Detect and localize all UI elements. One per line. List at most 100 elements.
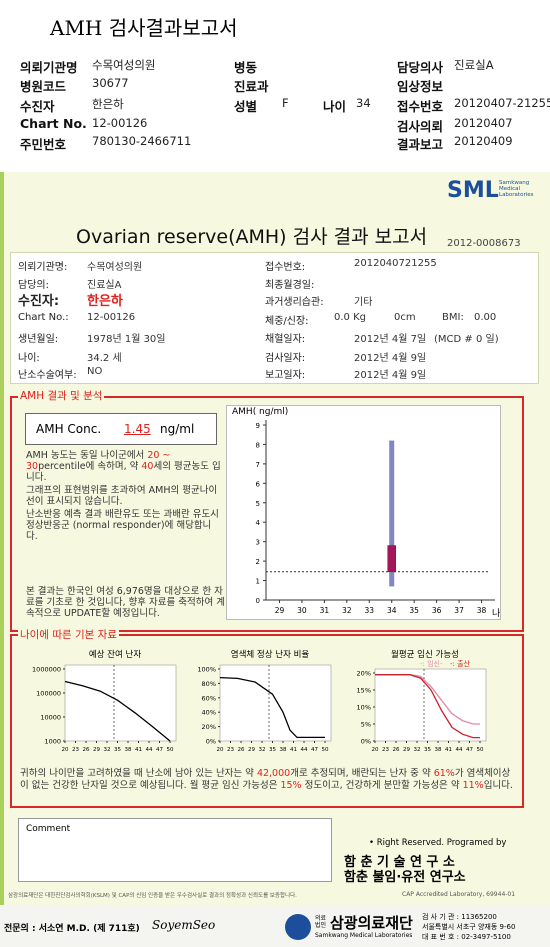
x-tick-label: 31 xyxy=(320,606,330,615)
report: SML Samkwang Medical Laboratories Ovaria… xyxy=(0,172,550,905)
x-tick-label: 41 xyxy=(135,747,142,753)
field-value: 30677 xyxy=(92,76,129,90)
credit: 함춘 불임·유전 연구소 xyxy=(344,870,466,885)
x-tick-label: 26 xyxy=(238,747,245,753)
x-tick-label: 44 xyxy=(301,747,308,753)
note: 난소반응 예측 결과 배란유도 또는 과배란 유도시 정상반응군 (normal… xyxy=(26,509,219,542)
note: 본 결과는 한국인 여성 6,976명을 대상으로 한 자료를 기초로 한 것입… xyxy=(26,586,225,619)
note-em: 20 ~ 30 xyxy=(26,450,171,472)
y-tick-label: 40% xyxy=(202,709,216,717)
credit: • Right Reserved. Programed by xyxy=(369,838,507,848)
line xyxy=(375,674,480,739)
field-label: 검사의뢰 xyxy=(397,119,444,134)
note-em: 40 xyxy=(141,461,154,472)
y-tick-label: 9 xyxy=(256,422,260,430)
info-label: 담당의: xyxy=(18,280,49,291)
x-tick-label: 26 xyxy=(393,747,400,753)
x-tick-label: 38 xyxy=(477,606,487,615)
section-title: 나이에 따른 기본 자료 xyxy=(18,627,119,642)
summary-text: 정도이고, 건강하게 분만할 가능성은 약 xyxy=(301,780,463,791)
field-value: 수목여성의원 xyxy=(92,58,156,72)
field-label: 결과보고 xyxy=(397,137,444,152)
line xyxy=(64,680,171,742)
field-label: 담당의사 xyxy=(397,60,444,75)
org-en: Samkwang Medical Laboratories xyxy=(315,932,413,939)
logo-sub-line: Samkwang xyxy=(499,180,530,186)
summary-text: 입니다. xyxy=(483,780,513,791)
note: 그래프의 표현범위를 초과하여 AMH의 평균나이선이 표시되지 않습니다. xyxy=(26,485,218,507)
org-logo xyxy=(285,914,311,940)
plot-bg xyxy=(226,405,501,620)
x-tick-label: 26 xyxy=(83,747,90,753)
doctor: 전문의 : 서소연 M.D. (제 711호) xyxy=(4,924,140,934)
contact-line: 검 사 기 관 : 11365200 xyxy=(422,913,497,921)
info-label: 체중/신장: xyxy=(265,316,309,327)
info-label: 접수번호: xyxy=(265,262,306,273)
x-axis-label: 나이 xyxy=(492,608,501,619)
info-value: 2012년 4월 9일 xyxy=(354,370,427,381)
legend-label: -: 출산 xyxy=(450,659,471,668)
x-tick-label: 47 xyxy=(156,747,163,753)
x-tick-label: 44 xyxy=(146,747,153,753)
summary: 귀하의 나이만을 고려하였을 때 난소에 남아 있는 난자는 약 42,000개… xyxy=(20,768,514,792)
y-tick-label: 20% xyxy=(357,670,371,678)
y-tick-label: 60% xyxy=(202,694,216,702)
y-tick-label: 3 xyxy=(256,539,260,547)
age-chart: 예상 잔여 난자 1000 10000 100000 1000000 20 23 26 29 32… xyxy=(32,649,177,753)
info-box xyxy=(10,252,539,384)
x-tick-label: 41 xyxy=(445,747,452,753)
note: AMH 농도는 동일 나이군에서 20 ~ 30percentile에 속하며,… xyxy=(26,450,222,483)
y-tick-label: 8 xyxy=(256,441,260,449)
field-value: 20120409 xyxy=(454,134,513,148)
y-tick-label: 6 xyxy=(256,480,261,488)
field-label: 진료과 xyxy=(234,79,269,94)
y-tick-label: 10% xyxy=(357,704,371,712)
line xyxy=(219,676,325,739)
basic-section xyxy=(10,634,524,808)
x-tick-label: 32 xyxy=(342,606,352,615)
info-label: 보고일자: xyxy=(265,370,306,381)
amh-chart: AMH( ng/ml)나이012345678929303132333435363… xyxy=(226,405,501,620)
y-tick-label: 100% xyxy=(197,666,216,674)
x-tick-label: 38 xyxy=(435,747,442,753)
info-value: 수목여성의원 xyxy=(87,262,143,273)
amh-box xyxy=(25,413,217,445)
credit: 함 춘 기 술 연 구 소 xyxy=(344,855,455,870)
summary-em: 61% xyxy=(433,768,455,779)
info-label: 난소수술여부: xyxy=(18,370,77,381)
summary-em: 11% xyxy=(462,780,484,791)
x-tick-label: 38 xyxy=(280,747,287,753)
x-tick-label: 32 xyxy=(259,747,266,753)
x-tick-label: 36 xyxy=(432,606,442,615)
title: AMH 검사결과보고서 xyxy=(50,16,238,40)
x-tick-label: 35 xyxy=(114,747,121,753)
field-value: 20120407-21255 xyxy=(454,96,550,110)
info-value: 0.00 xyxy=(474,312,497,323)
field-label: 성별 xyxy=(234,99,258,114)
signature: SoyemSeo xyxy=(152,918,216,932)
field-label: 병동 xyxy=(234,60,258,75)
info-label: 나이: xyxy=(18,353,40,364)
info-value: 기타 xyxy=(354,297,373,308)
summary-text: 개로 추정되며, 배란되는 난자 중 약 xyxy=(290,768,434,779)
info-value: 12-00126 xyxy=(87,312,136,323)
info-label: 수진자: xyxy=(18,294,60,309)
amh-section xyxy=(10,396,524,632)
y-tick-label: 10000 xyxy=(40,714,61,722)
x-tick-label: 30 xyxy=(297,606,307,615)
info-label: 검사일자: xyxy=(265,353,306,364)
doc-number: 2012-0008673 xyxy=(447,238,521,249)
range-bar xyxy=(389,440,395,587)
note-text: AMH 농도는 동일 나이군에서 xyxy=(26,450,148,461)
y-tick-label: 20% xyxy=(202,723,216,731)
info-value: 2012년 4월 7일 xyxy=(354,334,427,345)
amh-value: 1.45 xyxy=(124,422,151,436)
info-value: 0cm xyxy=(394,312,416,323)
comment-label: Comment xyxy=(26,824,71,834)
notice: 삼광의료재단은 대한진단검사의학회(KSLM) 및 CAP의 신임 인증을 받은… xyxy=(8,893,297,899)
field-value: 34 xyxy=(356,96,371,110)
x-tick-label: 20 xyxy=(217,747,224,753)
field-label: 임상정보 xyxy=(397,79,444,94)
field-value: 20120407 xyxy=(454,116,513,130)
y-tick-label: 1000 xyxy=(44,738,61,746)
